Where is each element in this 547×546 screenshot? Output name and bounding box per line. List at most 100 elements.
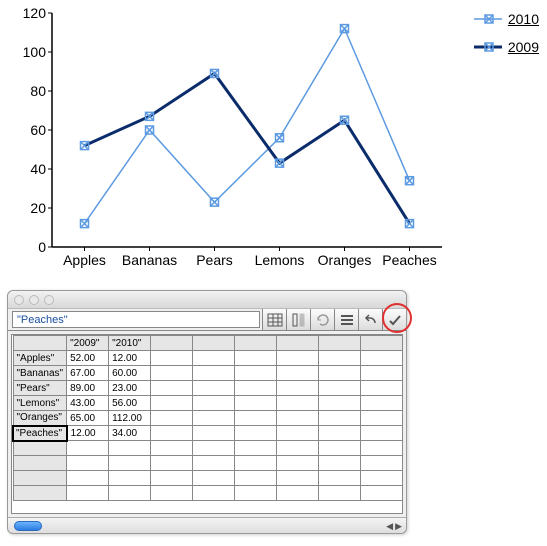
- data-cell[interactable]: [151, 471, 193, 486]
- data-cell[interactable]: [193, 396, 235, 411]
- data-cell[interactable]: [151, 426, 193, 441]
- data-cell[interactable]: [361, 456, 403, 471]
- data-cell[interactable]: [67, 471, 109, 486]
- data-cell[interactable]: [319, 366, 361, 381]
- data-cell[interactable]: [235, 411, 277, 426]
- data-cell[interactable]: [277, 441, 319, 456]
- data-cell[interactable]: [193, 486, 235, 501]
- data-cell[interactable]: [277, 366, 319, 381]
- table-row[interactable]: "Oranges"65.00112.00: [13, 411, 403, 426]
- data-cell[interactable]: [277, 336, 319, 351]
- data-cell[interactable]: [319, 396, 361, 411]
- data-cell[interactable]: [235, 366, 277, 381]
- zoom-icon[interactable]: [44, 295, 54, 305]
- data-cell[interactable]: [277, 411, 319, 426]
- data-cell[interactable]: 112.00: [109, 411, 151, 426]
- data-cell[interactable]: [151, 456, 193, 471]
- data-cell[interactable]: [319, 411, 361, 426]
- data-grid[interactable]: "2009""2010""Apples"52.0012.00"Bananas"6…: [12, 335, 403, 501]
- data-cell[interactable]: [193, 351, 235, 366]
- formula-bar[interactable]: "Peaches": [12, 311, 260, 328]
- data-cell[interactable]: 23.00: [109, 381, 151, 396]
- data-cell[interactable]: 56.00: [109, 396, 151, 411]
- data-cell[interactable]: [151, 441, 193, 456]
- horizontal-scrollbar-thumb[interactable]: [14, 521, 42, 531]
- data-cell[interactable]: [319, 381, 361, 396]
- data-cell[interactable]: [151, 396, 193, 411]
- data-cell[interactable]: [319, 486, 361, 501]
- data-cell[interactable]: [235, 456, 277, 471]
- refresh-icon[interactable]: [310, 309, 334, 330]
- data-cell[interactable]: [193, 456, 235, 471]
- data-cell[interactable]: [193, 336, 235, 351]
- data-cell[interactable]: 67.00: [67, 366, 109, 381]
- data-cell[interactable]: [235, 336, 277, 351]
- data-cell[interactable]: [361, 441, 403, 456]
- data-cell[interactable]: 89.00: [67, 381, 109, 396]
- data-cell[interactable]: [319, 336, 361, 351]
- data-cell[interactable]: [277, 426, 319, 441]
- data-cell[interactable]: [151, 381, 193, 396]
- scroll-right-icon[interactable]: ▶: [395, 521, 402, 532]
- data-cell[interactable]: [277, 351, 319, 366]
- data-cell[interactable]: [67, 441, 109, 456]
- data-cell[interactable]: [277, 396, 319, 411]
- table-icon[interactable]: [262, 309, 286, 330]
- data-cell[interactable]: [151, 411, 193, 426]
- data-cell[interactable]: [151, 366, 193, 381]
- row-header-cell[interactable]: "Oranges": [13, 411, 67, 426]
- row-header-cell[interactable]: [13, 336, 67, 351]
- data-cell[interactable]: [319, 426, 361, 441]
- table-row[interactable]: "2009""2010": [13, 336, 403, 351]
- data-cell[interactable]: [193, 471, 235, 486]
- data-cell[interactable]: [67, 486, 109, 501]
- data-cell[interactable]: [361, 336, 403, 351]
- row-header-cell[interactable]: "Apples": [13, 351, 67, 366]
- data-cell[interactable]: 60.00: [109, 366, 151, 381]
- data-grid-viewport[interactable]: "2009""2010""Apples"52.0012.00"Bananas"6…: [11, 334, 403, 514]
- data-cell[interactable]: 43.00: [67, 396, 109, 411]
- data-cell[interactable]: [319, 351, 361, 366]
- data-cell[interactable]: [235, 351, 277, 366]
- data-cell[interactable]: [361, 486, 403, 501]
- table-row[interactable]: "Bananas"67.0060.00: [13, 366, 403, 381]
- confirm-icon[interactable]: [382, 309, 406, 330]
- legend-item[interactable]: 2009: [474, 38, 539, 56]
- data-cell[interactable]: [193, 441, 235, 456]
- table-row[interactable]: "Lemons"43.0056.00: [13, 396, 403, 411]
- data-cell[interactable]: [277, 486, 319, 501]
- row-header-cell[interactable]: "Pears": [13, 381, 67, 396]
- rows-icon[interactable]: [334, 309, 358, 330]
- data-cell[interactable]: [109, 486, 151, 501]
- data-cell[interactable]: [361, 381, 403, 396]
- legend-item[interactable]: 2010: [474, 10, 539, 28]
- data-cell[interactable]: [277, 381, 319, 396]
- data-cell[interactable]: [193, 366, 235, 381]
- data-cell[interactable]: 12.00: [109, 351, 151, 366]
- data-cell[interactable]: [109, 456, 151, 471]
- data-cell[interactable]: [235, 426, 277, 441]
- data-cell[interactable]: "2010": [109, 336, 151, 351]
- data-cell[interactable]: [193, 411, 235, 426]
- window-titlebar[interactable]: [8, 291, 406, 309]
- table-row[interactable]: "Apples"52.0012.00: [13, 351, 403, 366]
- table-row[interactable]: "Peaches"12.0034.00: [13, 426, 403, 441]
- data-cell[interactable]: [361, 471, 403, 486]
- table-row[interactable]: [13, 486, 403, 501]
- row-header-cell[interactable]: [13, 486, 67, 501]
- data-cell[interactable]: 12.00: [67, 426, 109, 441]
- data-cell[interactable]: 34.00: [109, 426, 151, 441]
- row-header-cell[interactable]: [13, 471, 67, 486]
- data-cell[interactable]: [277, 456, 319, 471]
- data-cell[interactable]: [361, 396, 403, 411]
- data-cell[interactable]: [235, 486, 277, 501]
- data-cell[interactable]: "2009": [67, 336, 109, 351]
- data-cell[interactable]: [109, 471, 151, 486]
- table-row[interactable]: [13, 471, 403, 486]
- data-cell[interactable]: 65.00: [67, 411, 109, 426]
- data-cell[interactable]: [319, 471, 361, 486]
- data-cell[interactable]: [361, 411, 403, 426]
- close-icon[interactable]: [14, 295, 24, 305]
- table-row[interactable]: [13, 456, 403, 471]
- data-cell[interactable]: [193, 381, 235, 396]
